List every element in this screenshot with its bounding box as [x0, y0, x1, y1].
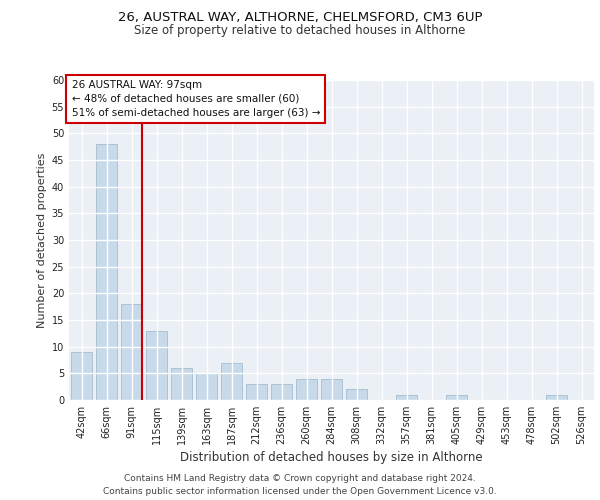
Bar: [321, 378, 342, 400]
Bar: [246, 384, 267, 400]
Bar: [221, 362, 242, 400]
Bar: [146, 330, 167, 400]
Text: 26, AUSTRAL WAY, ALTHORNE, CHELMSFORD, CM3 6UP: 26, AUSTRAL WAY, ALTHORNE, CHELMSFORD, C…: [118, 11, 482, 24]
Bar: [96, 144, 117, 400]
Bar: [271, 384, 292, 400]
Bar: [196, 374, 217, 400]
Bar: [121, 304, 142, 400]
Text: 26 AUSTRAL WAY: 97sqm
← 48% of detached houses are smaller (60)
51% of semi-deta: 26 AUSTRAL WAY: 97sqm ← 48% of detached …: [71, 80, 320, 118]
Bar: [296, 378, 317, 400]
Bar: [346, 390, 367, 400]
Bar: [546, 394, 567, 400]
X-axis label: Distribution of detached houses by size in Althorne: Distribution of detached houses by size …: [180, 451, 483, 464]
Bar: [396, 394, 417, 400]
Bar: [71, 352, 92, 400]
Bar: [446, 394, 467, 400]
Text: Size of property relative to detached houses in Althorne: Size of property relative to detached ho…: [134, 24, 466, 37]
Y-axis label: Number of detached properties: Number of detached properties: [37, 152, 47, 328]
Text: Contains HM Land Registry data © Crown copyright and database right 2024.
Contai: Contains HM Land Registry data © Crown c…: [103, 474, 497, 496]
Bar: [171, 368, 192, 400]
